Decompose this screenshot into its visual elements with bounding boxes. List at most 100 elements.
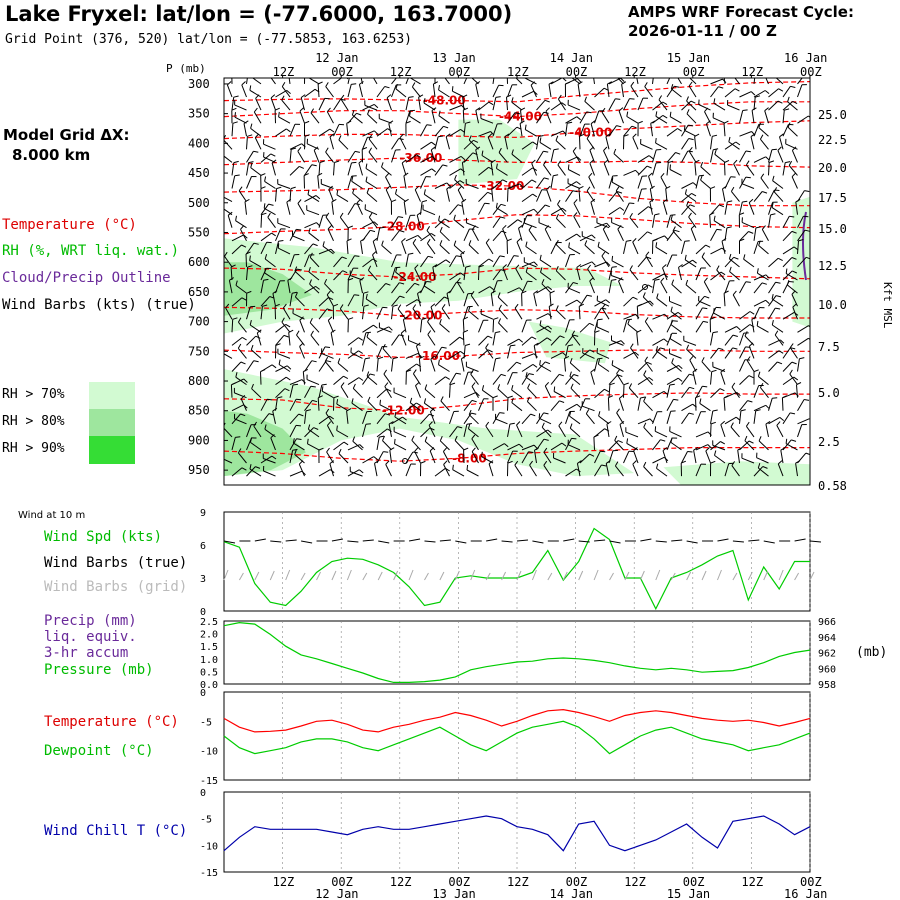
wind-barb: [741, 453, 755, 464]
wind-barb: [558, 421, 566, 438]
surface-wind-barb-true: [331, 538, 344, 542]
wind-barb: [463, 371, 474, 385]
wind-barb: [654, 426, 668, 438]
wind-barb: [596, 321, 610, 333]
wind-barb: [391, 149, 401, 163]
wind-barb: [507, 443, 524, 451]
wind-barb: [608, 207, 625, 216]
wind-barb: [281, 82, 291, 98]
wind-barb: [608, 374, 623, 385]
wind-barb: [492, 317, 499, 333]
surface-wind-barb-true: [285, 539, 297, 542]
wind-barb: [333, 270, 348, 281]
wind-barb: [688, 146, 697, 163]
wind-barb: [358, 159, 364, 176]
surface-wind-barb-true: [532, 540, 544, 544]
wind-barb: [578, 185, 584, 202]
wind-barb: [388, 421, 394, 437]
wind-barb: [681, 124, 694, 137]
surface-wind-barb-grid: [809, 571, 815, 581]
wind-barb: [623, 169, 640, 176]
wind-barb: [434, 78, 436, 84]
wind-barb: [451, 86, 465, 98]
wind-barb: [274, 107, 280, 124]
wind-barb: [415, 342, 421, 359]
wind-barb: [274, 303, 280, 320]
wind-barb: [723, 78, 726, 84]
wind-barb: [488, 460, 494, 477]
wind-barb: [468, 135, 479, 150]
time-tick-label-bottom: 00Z: [331, 875, 353, 889]
wind-barb: [352, 188, 363, 202]
wind-barb: [277, 243, 291, 255]
wind-barb: [439, 240, 450, 255]
wind-barb: [426, 238, 436, 255]
wind-barb: [462, 94, 468, 111]
surface-wind-barb-grid: [485, 572, 491, 581]
isotherm-label: -36.00: [399, 151, 442, 165]
wind-barb: [465, 217, 479, 229]
wind-barb: [231, 78, 233, 84]
wind-barb: [608, 340, 625, 346]
wind-barb: [272, 290, 278, 307]
wind-barb: [255, 94, 262, 111]
wind-barb: [579, 453, 595, 464]
wind-barb: [308, 227, 320, 242]
wind-barb: [695, 385, 708, 398]
wind-barb: [536, 189, 547, 202]
wind-barb: [507, 338, 524, 346]
wind-barb: [662, 198, 668, 215]
wind-barb: [308, 266, 320, 281]
wind-barb: [724, 347, 738, 359]
wind-barb: [289, 123, 301, 137]
wind-barb: [768, 307, 781, 320]
pressure-tick-label: 850: [188, 404, 210, 418]
wind-barb: [382, 435, 392, 451]
wind-barb: [666, 383, 675, 398]
wind-barb: [449, 155, 466, 163]
calm-wind-marker: [642, 284, 648, 290]
wind-barb: [695, 174, 705, 189]
wind-barb: [579, 123, 590, 137]
wind-barb: [748, 198, 755, 215]
wind-barb: [405, 402, 421, 412]
wind-barb: [420, 317, 427, 333]
wind-barb: [393, 426, 407, 438]
surface-wind-barb-grid: [655, 569, 661, 581]
rh-legend-label-70: RH > 70%: [2, 387, 65, 402]
wind-barb: [618, 277, 624, 294]
wind-barb: [565, 156, 582, 163]
day-label-top: 16 Jan: [784, 51, 827, 65]
wind-barb: [434, 164, 448, 176]
wind-barb: [723, 290, 729, 307]
wind-barb: [231, 317, 238, 333]
wind-barb: [565, 299, 582, 307]
wind-barb: [338, 448, 349, 464]
surface-wind-barb-true: [563, 538, 575, 542]
wind-barb: [607, 395, 614, 411]
wind-barb: [420, 460, 426, 477]
wind-barb: [251, 78, 262, 85]
surface-wind-barb-grid: [454, 570, 460, 581]
wind-barb: [463, 399, 477, 412]
precip-tick-label: 1.0: [200, 655, 218, 666]
wind-barb: [246, 290, 252, 307]
pressure-tick-label: 450: [188, 166, 210, 180]
wind-barb: [775, 78, 784, 85]
label-precip: Precip (mm): [44, 613, 137, 629]
wind-barb: [492, 373, 506, 385]
wind-barb: [275, 388, 290, 399]
wind-barb: [434, 376, 450, 386]
wind-barb: [400, 329, 407, 346]
wind-barb: [662, 264, 668, 281]
time-tick-label-bottom: 12Z: [273, 875, 295, 889]
wind-barb: [340, 94, 349, 111]
wind-barb: [454, 435, 465, 451]
wind-barb: [304, 164, 317, 176]
wind-barb: [541, 278, 552, 294]
wind-barb: [420, 232, 436, 242]
wind-barb: [606, 421, 612, 437]
wind-barb: [753, 466, 768, 477]
wind-barb: [246, 78, 248, 84]
wind-barb: [463, 343, 471, 359]
